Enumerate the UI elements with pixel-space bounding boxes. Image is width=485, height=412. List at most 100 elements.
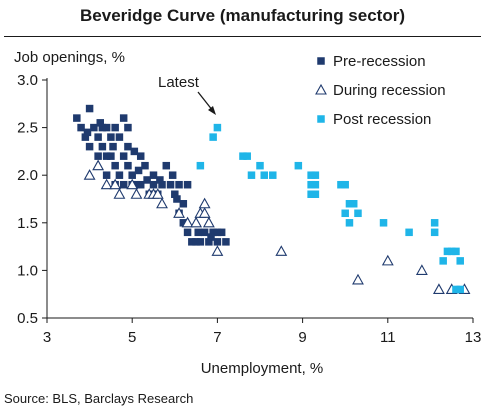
during-recession-point	[181, 216, 194, 228]
pre-recession-point	[175, 180, 183, 189]
x-tick-label: 7	[213, 329, 221, 346]
post-recession-point	[439, 257, 447, 265]
post-recession-point	[247, 171, 256, 179]
pre-recession-point	[81, 133, 90, 141]
during-recession-point	[83, 169, 96, 180]
pre-recession-point	[124, 142, 132, 151]
pre-recession-point	[128, 171, 136, 179]
legend-label-during-recession: During recession	[333, 82, 446, 99]
during-recession-point	[352, 273, 364, 285]
post-recession-point	[341, 209, 349, 218]
y-axis-label: Job openings, %	[14, 49, 125, 66]
pre-recession-point	[119, 180, 128, 189]
during-recession-point	[198, 207, 211, 218]
pre-recession-point	[168, 171, 177, 179]
pre-recession-point	[166, 180, 175, 189]
pre-recession-point	[115, 133, 124, 141]
pre-recession-point	[207, 233, 215, 241]
pre-recession-point	[134, 166, 143, 175]
pre-recession-point	[98, 142, 107, 151]
annotation-arrow	[197, 91, 214, 112]
post-recession-point	[239, 152, 247, 160]
post-recession-point	[379, 219, 388, 227]
title-divider	[4, 36, 481, 37]
during-recession-point	[151, 188, 164, 199]
legend-marker-post-recession	[317, 115, 325, 123]
during-recession-point	[156, 197, 168, 209]
x-tick-label: 13	[465, 329, 482, 346]
pre-recession-point	[136, 152, 145, 160]
data-points	[73, 104, 471, 294]
pre-recession-point	[179, 200, 188, 208]
legend-label-pre-recession: Pre-recession	[333, 53, 426, 70]
post-recession-point	[337, 180, 345, 189]
post-recession-point	[443, 247, 452, 256]
post-recession-point	[452, 285, 460, 294]
during-recession-point	[173, 207, 185, 218]
during-recession-point	[211, 245, 224, 256]
post-recession-point	[345, 200, 354, 208]
pre-recession-point	[115, 171, 124, 179]
pre-recession-point	[107, 152, 115, 160]
x-tick-label: 3	[43, 329, 51, 346]
post-recession-point	[260, 171, 269, 179]
pre-recession-point	[194, 228, 202, 237]
pre-recession-point	[213, 238, 222, 246]
y-tick-label: 0.5	[17, 310, 38, 327]
pre-recession-point	[149, 171, 158, 179]
post-recession-point	[294, 161, 303, 170]
post-recession-point	[307, 171, 315, 179]
pre-recession-point	[183, 228, 192, 237]
post-recession-point	[405, 228, 413, 237]
pre-recession-point	[179, 219, 188, 227]
post-recession-point	[456, 257, 464, 265]
pre-recession-point	[124, 161, 132, 170]
pre-recession-point	[94, 152, 102, 160]
post-recession-point	[311, 171, 320, 179]
x-tick-label: 9	[298, 329, 306, 346]
pre-recession-point	[141, 161, 149, 170]
pre-recession-point	[213, 228, 222, 237]
pre-recession-point	[102, 152, 111, 160]
post-recession-point	[447, 247, 456, 256]
y-tick-label: 1.0	[17, 262, 38, 279]
annotation: Latest	[158, 74, 216, 115]
pre-recession-point	[102, 171, 111, 179]
pre-recession-point	[73, 114, 81, 122]
post-recession-point	[430, 219, 439, 227]
during-recession-point	[130, 188, 143, 199]
axes: 3 5 7 9 11 13 0.5 1.0 1.5 2.0 2.5 3.0	[17, 72, 481, 346]
pre-recession-point	[102, 123, 111, 132]
annotation-latest-label: Latest	[158, 74, 200, 91]
source-note: Source: BLS, Barclays Research	[4, 391, 194, 406]
pre-recession-point	[77, 123, 85, 132]
x-axis-label: Unemployment, %	[201, 360, 324, 377]
pre-recession-point	[149, 180, 158, 189]
pre-recession-point	[222, 238, 230, 246]
pre-recession-point	[205, 238, 213, 246]
post-recession-point	[456, 285, 464, 294]
pre-recession-point	[124, 123, 132, 132]
pre-recession-point	[171, 190, 179, 198]
pre-recession-point	[119, 114, 128, 122]
post-recession-point	[307, 190, 315, 198]
pre-recession-point	[156, 176, 164, 184]
pre-recession-point	[94, 133, 102, 141]
pre-recession-point	[200, 228, 209, 237]
pre-recession-point	[217, 228, 226, 237]
post-recession-point	[341, 180, 349, 189]
legend-marker-during-recession	[315, 83, 327, 95]
y-tick-label: 2.0	[17, 167, 38, 184]
y-tick-label: 2.5	[17, 120, 38, 137]
during-recession-point	[126, 178, 139, 190]
pre-recession-point	[173, 195, 181, 203]
pre-recession-point	[196, 238, 205, 246]
post-recession-point	[196, 161, 205, 170]
post-recession-point	[307, 180, 315, 189]
during-recession-point	[415, 264, 428, 275]
pre-recession-point	[192, 238, 200, 246]
during-recession-point	[113, 188, 126, 199]
pre-recession-point	[162, 161, 171, 170]
during-recession-point	[381, 254, 394, 266]
during-recession-point	[198, 197, 211, 209]
